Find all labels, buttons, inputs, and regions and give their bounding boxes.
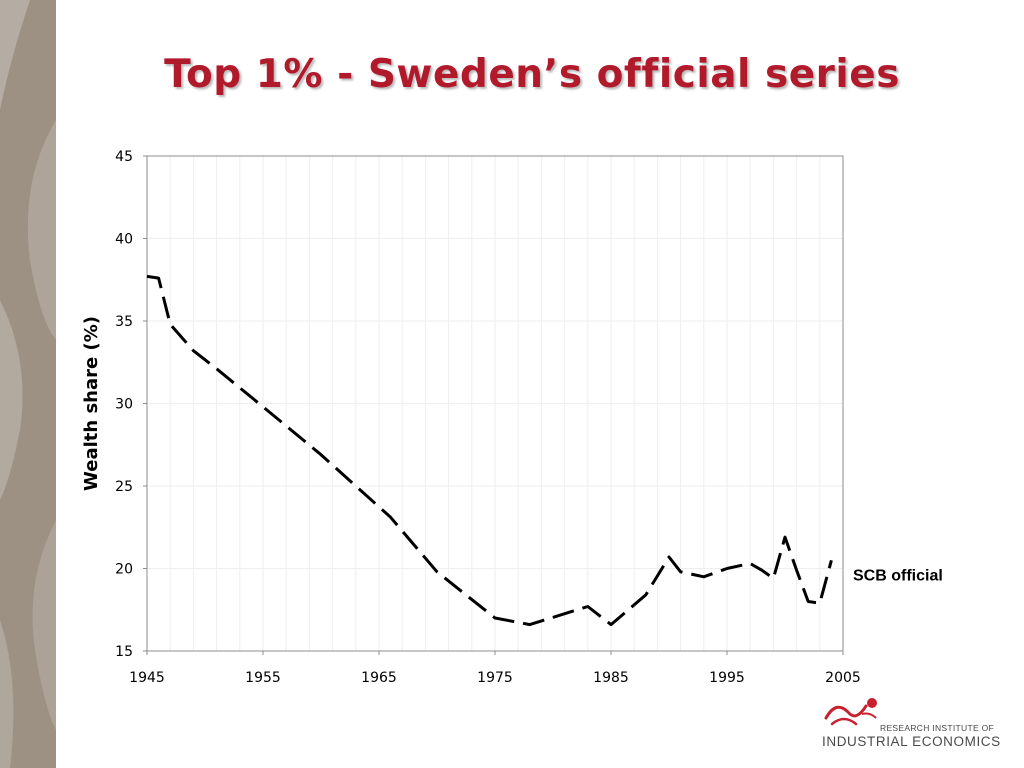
x-tick-label: 1985: [593, 670, 629, 686]
chart-gridlines: [147, 156, 843, 651]
y-tick-label: 35: [115, 314, 133, 330]
x-tick-label: 1995: [709, 670, 745, 686]
slide-title: Top 1% - Sweden’s official series: [164, 52, 900, 97]
y-tick-label: 25: [115, 479, 133, 495]
marble-texture-graphic: [0, 0, 56, 768]
x-tick-label: 1945: [129, 670, 165, 686]
x-tick-label: 1955: [245, 670, 281, 686]
y-tick-label: 45: [115, 149, 133, 165]
riie-logo: RESEARCH INSTITUTE OF INDUSTRIAL ECONOMI…: [822, 696, 1012, 756]
x-tick-label: 1975: [477, 670, 513, 686]
series-layer: [146, 274, 833, 627]
axis-tick-labels: 1945 1955 1965 1975 1985 1995 2005 15 20 25 30 35 40…: [115, 149, 861, 686]
decorative-side-band: [0, 0, 56, 768]
logo-text-line1: RESEARCH INSTITUTE OF: [880, 723, 994, 733]
series-line: [146, 274, 833, 627]
y-axis-label: Wealth share (%): [81, 316, 102, 491]
y-tick-label: 30: [115, 397, 133, 413]
y-tick-label: 20: [115, 562, 133, 578]
x-tick-label: 1965: [361, 670, 397, 686]
logo-text-line2: INDUSTRIAL ECONOMICS: [822, 734, 1001, 749]
x-tick-label: 2005: [825, 670, 861, 686]
logo-flourish-icon: [824, 698, 877, 726]
series-label-scb-official: SCB official: [853, 568, 943, 585]
y-tick-label: 15: [115, 644, 133, 660]
y-tick-label: 40: [115, 232, 133, 248]
